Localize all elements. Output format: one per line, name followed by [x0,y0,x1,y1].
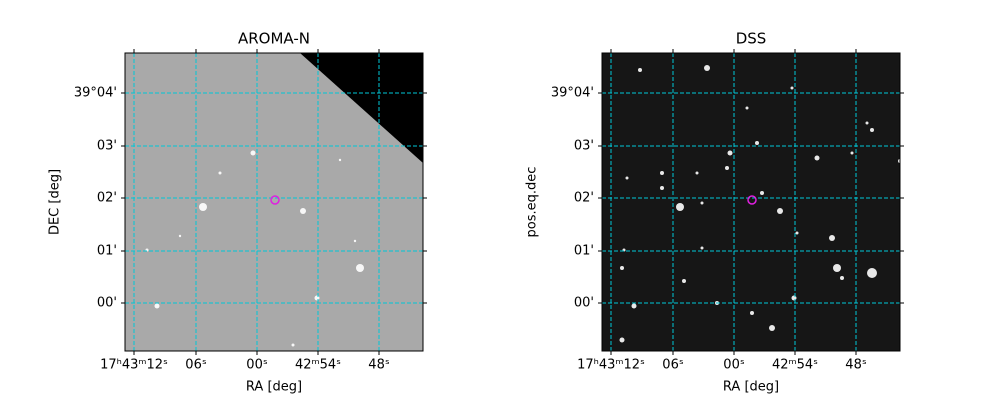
panel-title: DSS [736,30,767,48]
star [660,171,664,175]
star [314,295,320,301]
star [760,191,764,195]
panel-title: AROMA-N [238,30,310,48]
star [199,203,207,211]
star [814,155,820,161]
y-tick-label: 01' [97,244,117,259]
x-tick-label: 00ˢ [723,358,745,373]
star [676,203,684,211]
star [300,208,306,214]
star [353,239,357,243]
y-tick-label: 00' [97,296,117,311]
star [356,264,364,272]
star [867,268,877,278]
x-axis-label: RA [deg] [246,380,302,395]
panel: AROMA-N 17ʰ43ᵐ12ˢ 06ˢ 00ˢ 42ᵐ54ˢ 48ˢ 39°04' 03'… [48,30,427,395]
star [291,343,295,347]
y-tick-label: 02' [97,191,117,206]
y-tick-label: 39°04' [74,86,117,101]
panel: DSS 17ʰ43ᵐ12ˢ 06ˢ 00ˢ 42ᵐ54ˢ 48ˢ 39°04' 03' 02' 0… [525,30,904,395]
star [704,65,710,71]
star [725,166,729,170]
star [250,150,256,156]
y-tick-label: 39°04' [551,86,594,101]
star [865,121,869,125]
x-tick-label: 48ˢ [845,358,867,373]
star [620,266,624,270]
star [840,276,844,280]
star [154,303,160,309]
axes-frame [124,52,424,352]
x-tick-label: 06ˢ [185,358,207,373]
y-axis-label: DEC [deg] [48,169,63,235]
star [660,186,664,190]
star [727,150,733,156]
star [833,264,841,272]
star [178,234,182,238]
star [625,176,629,180]
star [218,171,222,175]
star [638,68,642,72]
star [755,141,759,145]
target-marker [270,195,280,205]
star [850,151,854,155]
y-tick-label: 01' [574,244,594,259]
star [631,303,637,309]
no-data-region [300,53,423,163]
y-tick-label: 03' [574,139,594,154]
star [790,86,794,90]
star [795,231,799,235]
star [745,106,749,110]
star [700,201,704,205]
star [700,246,704,250]
y-tick-label: 02' [574,191,594,206]
star [870,128,874,132]
star [619,337,625,343]
x-tick-label: 48ˢ [368,358,390,373]
star [338,158,342,162]
star [750,311,754,315]
star [695,171,699,175]
axes-frame [601,52,901,352]
y-axis-label: pos.eq.dec [525,167,540,238]
x-tick-label: 00ˢ [246,358,268,373]
star [791,295,797,301]
y-tick-label: 00' [574,296,594,311]
star [829,235,835,241]
image-background [602,53,900,351]
x-tick-label: 06ˢ [662,358,684,373]
x-axis-label: RA [deg] [723,380,779,395]
y-tick-label: 03' [97,139,117,154]
x-tick-label: 42ᵐ54ˢ [295,358,341,373]
x-tick-label: 42ᵐ54ˢ [772,358,818,373]
star [682,279,686,283]
target-marker [747,195,757,205]
star [769,325,775,331]
x-tick-label: 17ʰ43ᵐ12ˢ [577,358,645,373]
x-tick-label: 17ʰ43ᵐ12ˢ [100,358,168,373]
star [777,208,783,214]
